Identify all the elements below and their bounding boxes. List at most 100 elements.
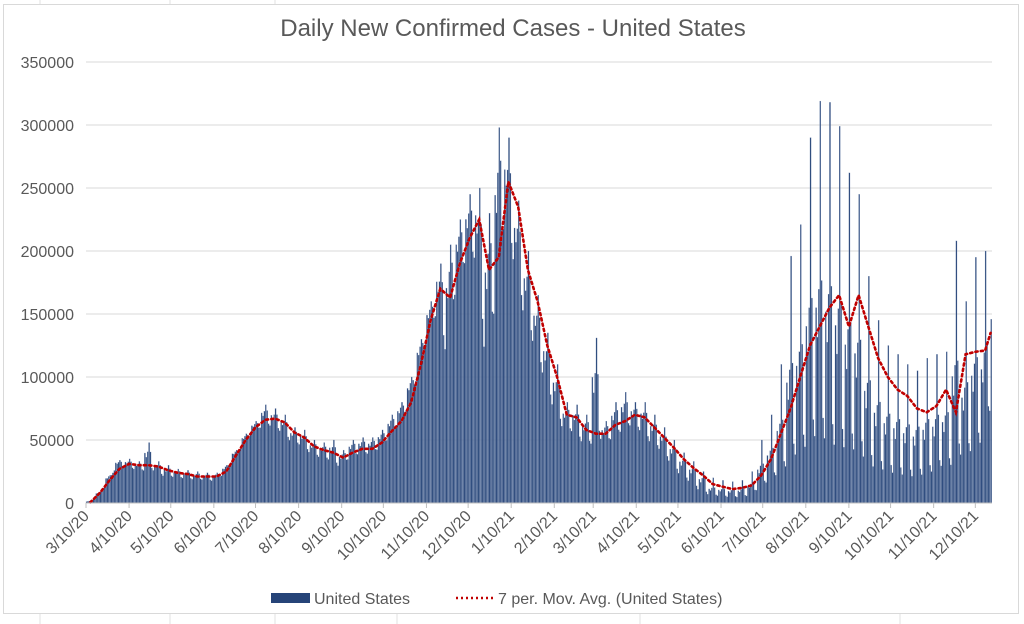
bar-daily-cases (394, 428, 396, 504)
bar-daily-cases (814, 436, 816, 504)
bar-daily-cases (183, 473, 185, 504)
bar-daily-cases (887, 345, 890, 504)
bar-daily-cases (508, 137, 510, 504)
bar-daily-cases (730, 490, 733, 504)
bar-daily-cases (839, 126, 841, 504)
bar-daily-cases (737, 490, 739, 504)
bar-daily-cases (217, 473, 220, 504)
bar-daily-cases (301, 438, 303, 504)
bar-daily-cases (712, 477, 714, 504)
bar-daily-cases (248, 436, 250, 504)
bar-daily-cases (898, 419, 901, 504)
bar-daily-cases (323, 442, 325, 504)
bar-daily-cases (484, 272, 487, 504)
y-tick-label: 50000 (30, 433, 75, 450)
bar-daily-cases (184, 474, 186, 504)
bar-daily-cases (493, 313, 495, 504)
bar-daily-cases (583, 430, 585, 504)
bar-daily-cases (220, 475, 223, 504)
x-tick-label: 7/10/20 (213, 508, 263, 558)
bar-daily-cases (461, 232, 463, 504)
legend-label-moving-average: 7 per. Mov. Avg. (United States) (498, 591, 722, 608)
bar-daily-cases (855, 377, 858, 504)
bar-daily-cases (566, 402, 569, 504)
x-tick-label: 4/10/21 (593, 508, 643, 558)
bar-daily-cases (784, 466, 787, 504)
bar-daily-cases (977, 432, 980, 504)
bar-daily-cases (341, 454, 343, 504)
bar-daily-cases (384, 440, 387, 504)
bar-daily-cases (700, 482, 702, 504)
bar-daily-cases (819, 100, 821, 504)
bar-daily-cases (195, 473, 198, 504)
bar-daily-cases (622, 412, 624, 504)
y-tick-label: 150000 (21, 307, 74, 324)
bar-daily-cases (744, 495, 746, 504)
bar-daily-cases (825, 311, 827, 504)
bar-daily-cases (103, 486, 106, 504)
bar-daily-cases (844, 344, 846, 504)
bar-daily-cases (901, 474, 903, 504)
bar-daily-cases (148, 442, 150, 504)
bar-daily-cases (800, 224, 802, 504)
bar-daily-cases (921, 474, 923, 504)
bar-daily-cases (274, 408, 277, 504)
bar-daily-cases (309, 445, 311, 504)
bar-daily-cases (987, 406, 990, 504)
bar-daily-cases (527, 250, 530, 504)
bar-daily-cases (356, 454, 359, 504)
bar-daily-cases (369, 445, 371, 504)
bar-daily-cases (927, 418, 930, 504)
x-tick-label: 4/10/20 (86, 508, 136, 558)
bar-daily-cases (163, 469, 166, 504)
x-tick-label: 5/10/21 (635, 508, 685, 558)
bar-daily-cases (455, 244, 457, 504)
bar-daily-cases (951, 376, 953, 504)
bar-daily-cases (729, 492, 731, 504)
bar-daily-cases (600, 438, 602, 504)
bar-daily-cases (209, 479, 211, 504)
bar-daily-cases (932, 426, 934, 504)
bar-daily-cases (843, 447, 845, 504)
bar-daily-cases (829, 102, 831, 504)
legend: United States 7 per. Mov. Avg. (United S… (271, 591, 722, 608)
bar-daily-cases (470, 210, 473, 504)
bar-daily-cases (491, 311, 494, 504)
bar-daily-cases (190, 478, 192, 504)
bar-daily-cases (170, 475, 173, 504)
bar-daily-cases (723, 488, 726, 504)
bar-daily-cases (153, 465, 156, 504)
bar-daily-cases (759, 465, 762, 504)
bar-daily-cases (677, 473, 680, 504)
bar-daily-cases (841, 428, 844, 504)
bar-daily-cases (291, 435, 293, 504)
bar-daily-cases (413, 384, 416, 504)
bar-daily-cases (554, 391, 556, 504)
bar-daily-cases (880, 460, 883, 504)
bar-daily-cases (487, 253, 489, 504)
bar-daily-cases (273, 414, 275, 504)
bar-daily-cases (147, 451, 149, 504)
bar-daily-cases (391, 414, 393, 504)
bar-daily-cases (156, 465, 159, 504)
bar-daily-cases (757, 469, 759, 504)
bar-daily-cases (581, 426, 584, 504)
bar-daily-cases (169, 468, 171, 504)
bar-daily-cases (315, 444, 317, 504)
bar-daily-cases (365, 451, 367, 504)
bar-daily-cases (230, 462, 232, 504)
bar-daily-cases (852, 449, 855, 504)
bar-daily-cases (563, 417, 566, 504)
bar-daily-cases (576, 404, 578, 504)
bar-daily-cases (769, 450, 771, 504)
bar-daily-cases (884, 434, 887, 504)
bar-daily-cases (869, 380, 871, 504)
bar-daily-cases (477, 219, 480, 504)
bar-daily-cases (398, 413, 400, 504)
bar-daily-cases (352, 439, 355, 504)
bar-daily-cases (905, 427, 908, 504)
bar-daily-cases (666, 456, 669, 504)
bar-daily-cases (251, 425, 253, 504)
bar-daily-cases (590, 443, 592, 504)
bar-daily-cases (833, 444, 835, 504)
